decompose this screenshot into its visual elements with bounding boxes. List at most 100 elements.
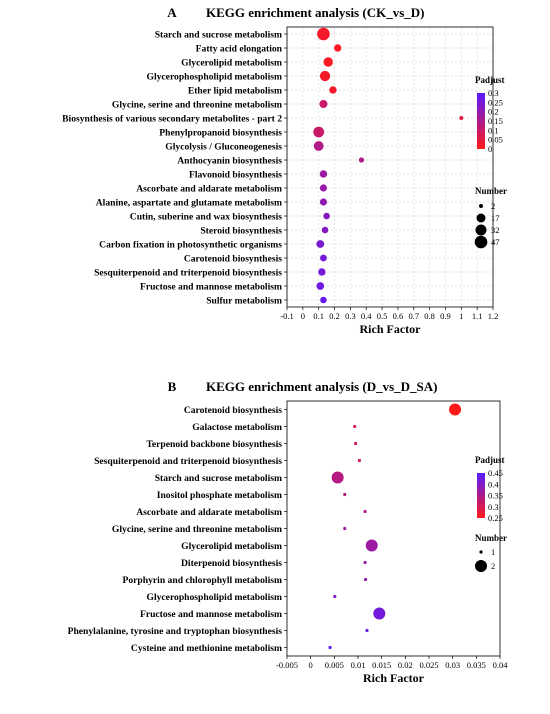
x-tick-label: 0.1	[313, 311, 324, 321]
y-tick-label: Cutin, suberine and wax biosynthesis	[130, 211, 282, 222]
size-legend-label: 17	[491, 213, 500, 223]
y-tick-label: Glycerophospholipid metabolism	[147, 71, 283, 82]
size-legend-title: Number	[475, 186, 507, 196]
y-tick-label: Flavonoid biosynthesis	[189, 169, 282, 180]
data-point	[365, 629, 368, 632]
data-point	[320, 184, 327, 191]
x-tick-label: 0.04	[493, 660, 509, 670]
y-tick-label: Sulfur metabolism	[206, 295, 282, 306]
plot-frame	[287, 401, 500, 656]
x-tick-label: 0.02	[398, 660, 413, 670]
y-tick-label: Alanine, aspartate and glutamate metabol…	[96, 197, 282, 208]
x-tick-label: 1.2	[488, 311, 499, 321]
color-legend-tick: 0	[488, 144, 492, 154]
x-axis-label: Rich Factor	[363, 671, 425, 685]
x-tick-label: 1.1	[472, 311, 483, 321]
y-tick-label: Carotenoid biosynthesis	[184, 405, 282, 416]
data-point	[328, 646, 331, 649]
y-tick-label: Diterpenoid biosynthesis	[181, 558, 282, 569]
data-point	[459, 116, 463, 120]
x-tick-label: 0.005	[325, 660, 344, 670]
size-legend-dot	[475, 224, 486, 235]
y-tick-label: Starch and sucrose metabolism	[155, 473, 282, 484]
y-tick-label: Carotenoid biosynthesis	[184, 253, 282, 264]
y-tick-label: Steroid biosynthesis	[200, 225, 282, 236]
data-point	[358, 459, 361, 462]
panel-label: B	[168, 379, 177, 394]
y-tick-label: Glycerophospholipid metabolism	[147, 592, 283, 603]
x-tick-label: 0.6	[393, 311, 404, 321]
data-point	[316, 282, 324, 290]
y-tick-label: Glycerolipid metabolism	[181, 57, 282, 68]
data-point	[353, 425, 356, 428]
y-tick-label: Biosynthesis of various secondary metabo…	[62, 113, 282, 124]
y-tick-label: Anthocyanin biosynthesis	[177, 155, 282, 166]
x-tick-label: -0.005	[276, 660, 298, 670]
data-point	[318, 268, 325, 275]
size-legend-title: Number	[475, 533, 507, 543]
size-legend-dot	[475, 560, 487, 572]
y-tick-label: Galactose metabolism	[192, 422, 282, 433]
x-tick-label: -0.1	[280, 311, 293, 321]
size-legend-label: 32	[491, 225, 500, 235]
x-tick-label: 0.035	[467, 660, 486, 670]
y-tick-label: Ether lipid metabolism	[188, 85, 282, 96]
y-tick-label: Sesquiterpenoid and triterpenoid biosynt…	[94, 267, 282, 278]
data-point	[373, 608, 385, 620]
data-point	[359, 157, 364, 162]
data-point	[332, 472, 344, 484]
y-tick-label: Inositol phosphate metabolism	[157, 490, 282, 501]
size-legend-label: 2	[491, 561, 495, 571]
x-tick-label: 0.4	[361, 311, 372, 321]
data-point	[320, 297, 327, 304]
data-point	[354, 442, 357, 445]
y-tick-label: Carbon fixation in photosynthetic organi…	[99, 239, 282, 250]
x-tick-label: 0.03	[445, 660, 460, 670]
size-legend-dot	[475, 236, 488, 249]
y-tick-label: Fatty acid elongation	[196, 43, 283, 54]
panel-a: A KEGG enrichment analysis (CK_vs_D) Starc…	[62, 5, 507, 336]
data-point	[320, 255, 327, 262]
x-tick-label: 0.025	[419, 660, 438, 670]
size-legend-label: 47	[491, 237, 500, 247]
y-tick-label: Glycolysis / Gluconeogenesis	[165, 141, 282, 152]
y-tick-label: Glycine, serine and threonine metabolism	[112, 99, 282, 110]
y-tick-label: Starch and sucrose metabolism	[155, 29, 282, 40]
chart-title: KEGG enrichment analysis (CK_vs_D)	[206, 5, 424, 20]
x-tick-label: 0.015	[372, 660, 391, 670]
panel-b: B KEGG enrichment analysis (D_vs_D_SA) Car…	[68, 379, 509, 685]
color-legend-title: Padjust	[475, 455, 505, 465]
data-point	[316, 240, 324, 248]
x-tick-label: 0.5	[377, 311, 388, 321]
y-tick-label: Phenylalanine, tyrosine and tryptophan b…	[68, 626, 283, 637]
y-tick-label: Ascorbate and aldarate metabolism	[136, 183, 282, 194]
data-point	[333, 595, 336, 598]
data-point	[320, 198, 327, 205]
y-tick-label: Terpenoid backbone biosynthesis	[146, 439, 282, 450]
x-tick-label: 0.3	[345, 311, 356, 321]
data-point	[364, 510, 367, 513]
x-tick-label: 0.8	[424, 311, 435, 321]
color-legend-tick: 0.45	[488, 468, 503, 478]
color-legend-tick: 0.3	[488, 502, 499, 512]
data-point	[364, 561, 367, 564]
y-tick-label: Fructose and mannose metabolism	[140, 609, 282, 620]
data-point	[366, 540, 378, 552]
color-legend-bar	[477, 473, 485, 518]
data-point	[334, 44, 341, 51]
color-legend-bar	[477, 93, 485, 149]
data-point	[313, 127, 324, 138]
chart-title: KEGG enrichment analysis (D_vs_D_SA)	[206, 379, 437, 394]
x-tick-label: 0.01	[351, 660, 366, 670]
x-tick-label: 0	[301, 311, 305, 321]
y-tick-label: Glycine, serine and threonine metabolism	[112, 524, 282, 535]
size-legend-label: 2	[491, 201, 495, 211]
data-point	[319, 100, 327, 108]
color-legend-title: Padjust	[475, 75, 505, 85]
y-tick-label: Cysteine and methionine metabolism	[131, 643, 282, 654]
panel-label: A	[167, 5, 177, 20]
data-point	[343, 493, 346, 496]
data-point	[329, 86, 336, 93]
data-point	[364, 578, 367, 581]
